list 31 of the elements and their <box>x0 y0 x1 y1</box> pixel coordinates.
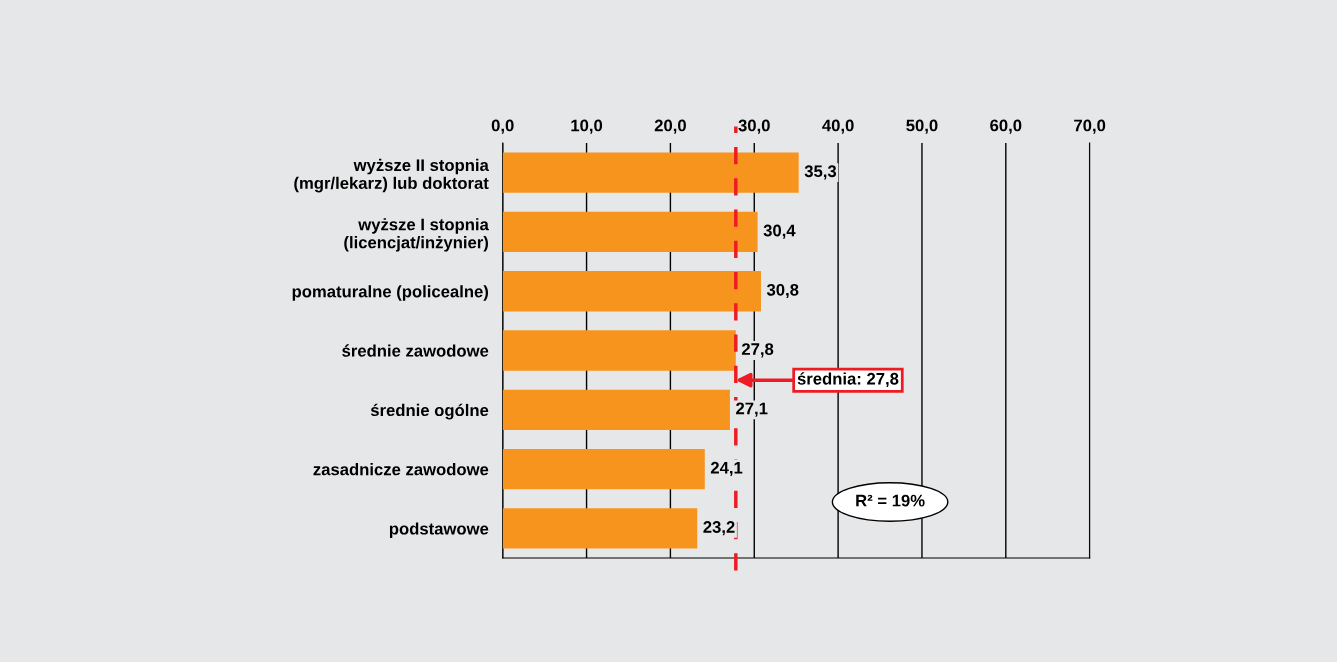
bar <box>502 389 730 430</box>
y-tick-label: średnie ogólne <box>370 403 489 420</box>
x-tick-label: 10,0 <box>571 119 603 134</box>
x-tick-label: 0,0 <box>491 119 514 134</box>
bar <box>502 448 705 490</box>
data-label: 35,3 <box>804 165 837 180</box>
y-tick-label: wyższe I stopnia (licencjat/inżynier) <box>344 218 489 252</box>
bar <box>502 152 799 193</box>
x-tick-label: 40,0 <box>822 119 854 134</box>
y-tick-label: podstawowe <box>389 522 489 538</box>
y-tick-label: pomaturalne (policealne) <box>292 285 489 301</box>
y-tick-label: zasadnicze zawodowe <box>313 463 489 476</box>
x-tick-label: 50,0 <box>906 119 938 134</box>
x-tick-label: 30,0 <box>738 119 770 134</box>
data-label: 27,8 <box>741 343 774 358</box>
bar <box>502 211 758 253</box>
x-tick-label: 70,0 <box>1074 119 1106 134</box>
data-label: 30,8 <box>766 283 799 299</box>
data-label: 24,1 <box>710 461 743 477</box>
x-tick-label: 20,0 <box>654 119 686 134</box>
bar <box>502 330 736 371</box>
ref-line-label: średnia: 27,8 <box>797 372 899 388</box>
y-tick-label: wyższe II stopnia (mgr/lekarz) lub doktorat <box>294 158 489 193</box>
y-tick-label: średnie zawodowe <box>342 344 489 357</box>
annotation: R² = 19% <box>856 494 925 507</box>
data-label: 27,1 <box>736 402 768 417</box>
bar <box>502 271 761 312</box>
bar <box>502 508 698 549</box>
data-label: 23,2 <box>703 521 735 536</box>
data-label: 30,4 <box>763 224 796 239</box>
x-tick-label: 60,0 <box>990 119 1022 134</box>
